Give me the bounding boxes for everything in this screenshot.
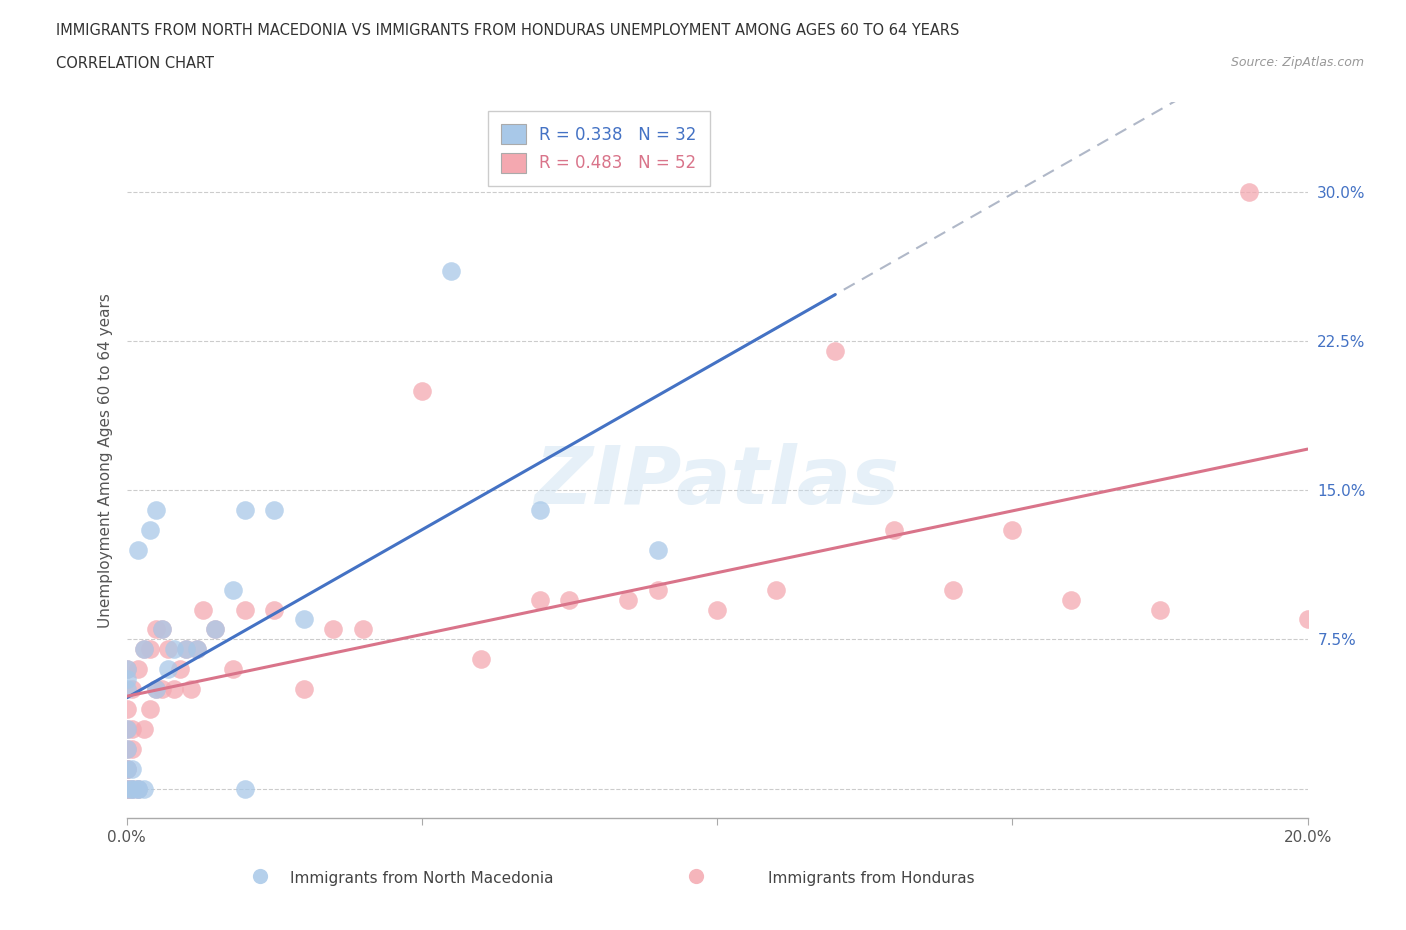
Point (233, 602, 256, 617)
Point (115, 662, 138, 677)
Point (263, 502, 285, 517)
Point (127, 781, 149, 796)
Point (145, 622, 167, 637)
Point (115, 762, 138, 777)
Point (193, 602, 215, 617)
Point (174, 642, 197, 657)
Point (134, 781, 156, 796)
Point (115, 741, 138, 756)
Point (156, 642, 179, 657)
Point (121, 722, 143, 737)
Point (647, 582, 669, 597)
Point (115, 682, 138, 697)
Point (121, 741, 143, 756)
Point (115, 762, 138, 777)
Point (883, 523, 905, 538)
Point (115, 781, 138, 796)
Point (139, 701, 162, 716)
Point (115, 671, 138, 686)
Point (115, 741, 138, 756)
Point (139, 642, 162, 657)
Point (204, 622, 226, 637)
Point (121, 682, 143, 697)
Point (249, 869, 271, 883)
Point (134, 642, 156, 657)
Legend: R = 0.338   N = 32, R = 0.483   N = 52: R = 0.338 N = 32, R = 0.483 N = 52 (488, 111, 710, 186)
Point (529, 592, 551, 607)
Point (121, 781, 143, 796)
Text: IMMIGRANTS FROM NORTH MACEDONIA VS IMMIGRANTS FROM HONDURAS UNEMPLOYMENT AMONG A: IMMIGRANTS FROM NORTH MACEDONIA VS IMMIG… (56, 23, 960, 38)
Point (222, 582, 245, 597)
Point (233, 502, 256, 517)
Point (145, 682, 167, 697)
Point (470, 652, 492, 667)
Point (174, 642, 197, 657)
Point (180, 682, 202, 697)
Point (134, 642, 156, 657)
Point (263, 602, 285, 617)
Point (134, 722, 156, 737)
Point (558, 592, 581, 607)
Point (115, 722, 138, 737)
Point (529, 502, 551, 517)
Point (115, 722, 138, 737)
Point (145, 682, 167, 697)
Point (121, 781, 143, 796)
Point (1060, 592, 1083, 607)
Point (440, 264, 463, 279)
Point (127, 781, 149, 796)
Point (139, 523, 162, 538)
Point (204, 622, 226, 637)
Point (186, 642, 208, 657)
Point (647, 542, 669, 557)
Point (942, 582, 965, 597)
Point (115, 781, 138, 796)
Point (1237, 184, 1260, 199)
Point (222, 662, 245, 677)
Text: Immigrants from Honduras: Immigrants from Honduras (769, 871, 974, 886)
Point (233, 781, 256, 796)
Point (150, 682, 173, 697)
Point (121, 781, 143, 796)
Point (163, 682, 186, 697)
Point (156, 662, 179, 677)
Point (115, 662, 138, 677)
Point (1149, 602, 1171, 617)
Point (1001, 523, 1024, 538)
Point (145, 502, 167, 517)
Point (121, 762, 143, 777)
Point (115, 762, 138, 777)
Text: CORRELATION CHART: CORRELATION CHART (56, 56, 214, 71)
Point (765, 582, 787, 597)
Point (824, 343, 846, 358)
Point (127, 781, 149, 796)
Point (169, 662, 191, 677)
Point (685, 869, 707, 883)
Point (150, 622, 173, 637)
Point (127, 542, 149, 557)
Point (115, 781, 138, 796)
Text: Source: ZipAtlas.com: Source: ZipAtlas.com (1230, 56, 1364, 69)
Point (1296, 612, 1319, 627)
Point (352, 622, 374, 637)
Point (127, 662, 149, 677)
Text: ZIPatlas: ZIPatlas (534, 443, 900, 521)
Point (322, 622, 344, 637)
Point (411, 383, 433, 398)
Point (292, 612, 315, 627)
Text: Immigrants from North Macedonia: Immigrants from North Macedonia (290, 871, 554, 886)
Point (150, 622, 173, 637)
Y-axis label: Unemployment Among Ages 60 to 64 years: Unemployment Among Ages 60 to 64 years (97, 293, 112, 628)
Point (706, 602, 728, 617)
Point (186, 642, 208, 657)
Point (617, 592, 640, 607)
Point (163, 642, 186, 657)
Point (292, 682, 315, 697)
Point (115, 701, 138, 716)
